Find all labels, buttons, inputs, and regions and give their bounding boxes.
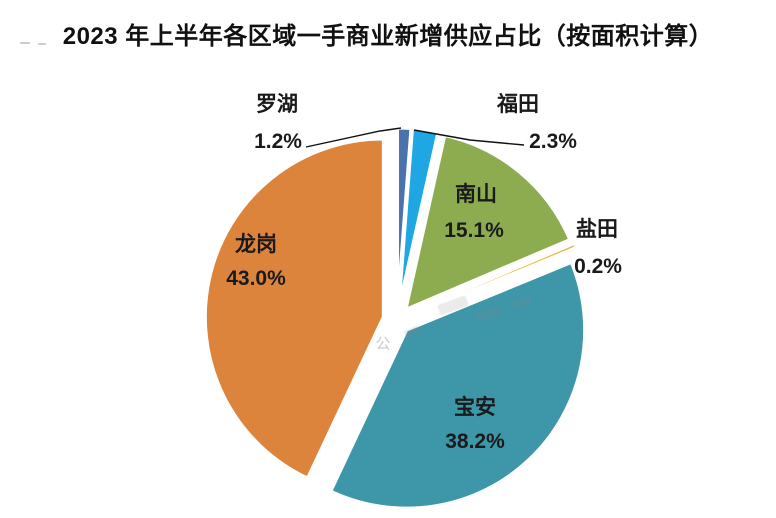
- pie-slice-yantian: [409, 244, 575, 315]
- slice-name-baoan: 宝安: [454, 396, 496, 419]
- pie-slice-nanshan: [404, 134, 572, 311]
- pie-slice-longgang: [203, 137, 385, 480]
- slice-pct-futian: 2.3%: [529, 130, 577, 153]
- scan-artifact: [38, 43, 46, 45]
- slice-pct-nanshan: 15.1%: [444, 219, 504, 242]
- slice-name-luohu: 罗湖: [256, 93, 298, 116]
- slice-pct-luohu: 1.2%: [254, 130, 302, 153]
- watermark-text: 公: [375, 335, 391, 353]
- leader-line-luohu: [305, 127, 402, 148]
- pie-slice-baoan: [329, 261, 587, 510]
- slice-name-longgang: 龙岗: [235, 233, 277, 256]
- slice-pct-longgang: 43.0%: [226, 267, 286, 290]
- slice-name-yantian: 盐田: [576, 218, 618, 241]
- slice-name-nanshan: 南山: [455, 183, 497, 206]
- pie-slice-futian: [397, 127, 440, 308]
- slice-pct-yantian: 0.2%: [574, 255, 622, 278]
- slice-pct-baoan: 38.2%: [445, 430, 505, 453]
- chart-title: 2023 年上半年各区域一手商业新增供应占比（按面积计算）: [62, 23, 714, 50]
- slice-name-futian: 福田: [497, 93, 539, 116]
- leader-line-futian: [413, 129, 525, 146]
- scan-artifact: [20, 42, 30, 44]
